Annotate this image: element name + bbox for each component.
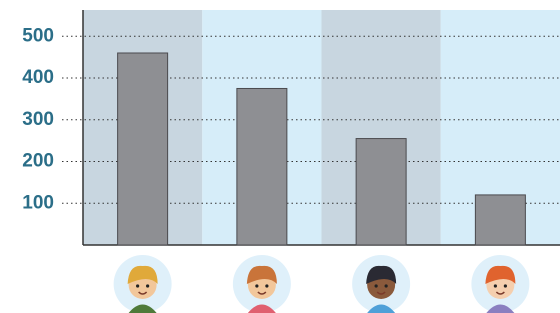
avatar-eye	[255, 284, 258, 287]
avatar-eye	[136, 284, 139, 287]
y-tick-label: 100	[22, 192, 54, 213]
category-avatar	[471, 255, 529, 313]
bar	[237, 88, 287, 245]
bar	[118, 53, 168, 245]
category-avatar	[114, 255, 172, 313]
avatar-eye	[494, 284, 497, 287]
avatar-eye	[504, 284, 507, 287]
avatar-eye	[375, 284, 378, 287]
bar	[356, 139, 406, 245]
y-tick-label: 400	[22, 67, 54, 88]
bar	[475, 195, 525, 245]
y-tick-label: 500	[22, 25, 54, 46]
category-avatar	[233, 255, 291, 313]
category-avatar	[352, 255, 410, 313]
y-tick-label: 200	[22, 151, 54, 172]
avatar-eye	[385, 284, 388, 287]
page: {"chart_data": {"type": "bar", "categori…	[0, 0, 560, 313]
avatar-eye	[265, 284, 268, 287]
avatar-eye	[146, 284, 149, 287]
chart: 100 200 300 400 500	[0, 0, 560, 313]
y-tick-label: 300	[22, 109, 54, 130]
